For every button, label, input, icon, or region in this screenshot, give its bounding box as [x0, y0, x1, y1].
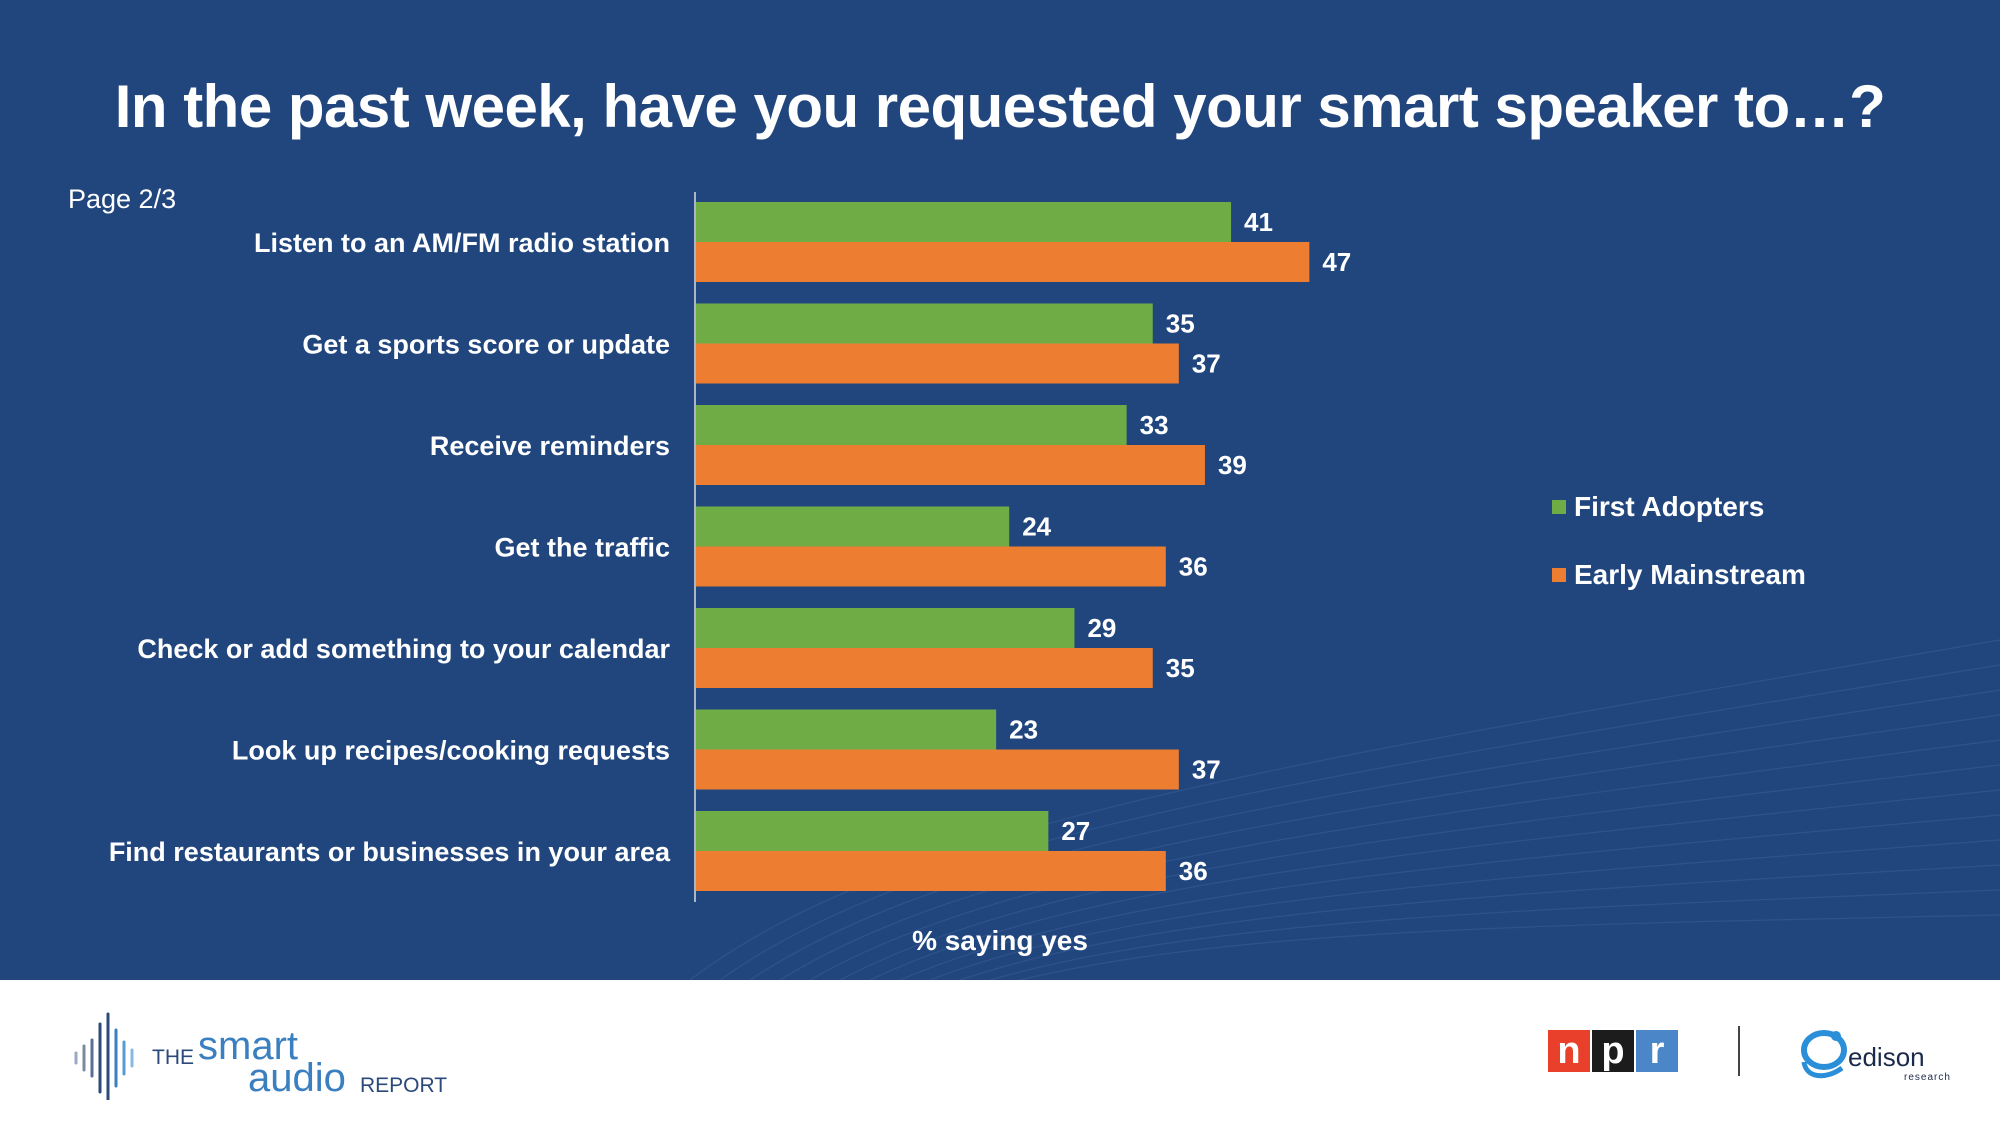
- data-label: 24: [1022, 512, 1051, 542]
- category-label: Check or add something to your calendar: [137, 634, 670, 664]
- decorative-waves: [689, 639, 2000, 980]
- bar-chart: Listen to an AM/FM radio station 41 47 Get …: [109, 192, 1351, 956]
- category-label: Find restaurants or businesses in your a…: [109, 837, 671, 867]
- bar-early-mainstream: [696, 445, 1205, 485]
- data-label: 23: [1009, 715, 1038, 745]
- edison-swirl-icon: [1801, 1030, 1847, 1079]
- category-label: Receive reminders: [430, 431, 670, 461]
- category-label: Get the traffic: [494, 533, 670, 563]
- data-label: 27: [1061, 816, 1090, 846]
- npr-letter-p: p: [1592, 1030, 1634, 1072]
- data-label: 41: [1244, 207, 1273, 237]
- page-title: In the past week, have you requested you…: [114, 73, 1886, 140]
- bar-first-adopters: [696, 405, 1127, 445]
- bar-early-mainstream: [696, 851, 1166, 891]
- data-label: 37: [1192, 755, 1221, 785]
- bar-first-adopters: [696, 709, 997, 750]
- logo-text-smart: smart: [198, 1024, 298, 1068]
- legend-label: First Adopters: [1574, 491, 1765, 522]
- legend-swatch-early-mainstream: [1552, 568, 1566, 582]
- logo-text-audio: audio: [248, 1056, 346, 1100]
- npr-letter-n: n: [1548, 1030, 1590, 1072]
- bar-early-mainstream: [696, 343, 1179, 384]
- data-label: 39: [1218, 450, 1247, 480]
- logo-text-the: THE: [152, 1046, 194, 1069]
- bar-early-mainstream: [696, 648, 1153, 688]
- npr-letter-r: r: [1636, 1030, 1678, 1072]
- bar-first-adopters: [696, 608, 1075, 648]
- legend-swatch-first-adopters: [1552, 500, 1566, 514]
- bar-early-mainstream: [696, 749, 1179, 790]
- bar-first-adopters: [696, 202, 1232, 242]
- data-label: 47: [1322, 247, 1351, 277]
- data-label: 29: [1087, 613, 1116, 643]
- category-label: Listen to an AM/FM radio station: [254, 228, 670, 258]
- data-label: 35: [1166, 309, 1195, 339]
- legend-item-early-mainstream: Early Mainstream: [1552, 558, 1806, 592]
- data-label: 36: [1179, 552, 1208, 582]
- data-label: 35: [1166, 653, 1195, 683]
- category-label: Look up recipes/cooking requests: [232, 736, 670, 766]
- edison-subtitle: research: [1904, 1072, 1951, 1083]
- logo-divider: [1738, 1026, 1740, 1076]
- data-label: 33: [1140, 410, 1169, 440]
- bar-first-adopters: [696, 811, 1049, 851]
- sound-wave-icon: [74, 1012, 134, 1100]
- legend-item-first-adopters: First Adopters: [1552, 490, 1806, 524]
- edison-wordmark: edison: [1848, 1042, 1925, 1072]
- page-indicator: Page 2/3: [68, 184, 177, 214]
- bar-early-mainstream: [696, 242, 1310, 282]
- footer: [0, 980, 2000, 1125]
- category-label: Get a sports score or update: [302, 330, 670, 360]
- npr-logo: n p r: [1548, 1030, 1680, 1072]
- data-label: 36: [1179, 856, 1208, 886]
- slide-background: In the past week, have you requested you…: [0, 0, 2000, 980]
- logo-text-report: REPORT: [360, 1074, 448, 1097]
- data-label: 37: [1192, 349, 1221, 379]
- chart-legend: First Adopters Early Mainstream: [1552, 490, 1806, 626]
- edison-research-logo: edison research: [1796, 1022, 1950, 1089]
- x-axis-label: % saying yes: [912, 925, 1088, 956]
- bar-first-adopters: [696, 303, 1153, 344]
- legend-label: Early Mainstream: [1574, 559, 1806, 590]
- bar-early-mainstream: [696, 546, 1166, 587]
- bar-first-adopters: [696, 506, 1010, 547]
